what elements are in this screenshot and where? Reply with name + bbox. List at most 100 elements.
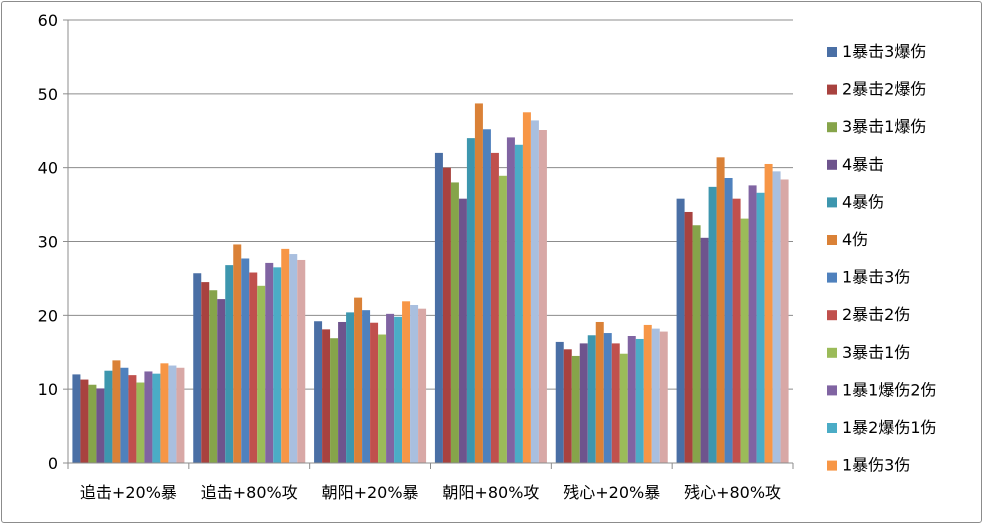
legend-swatch — [827, 385, 837, 396]
legend-swatch — [827, 159, 837, 170]
bar — [265, 262, 274, 463]
bar — [772, 171, 781, 463]
legend-swatch — [827, 235, 837, 245]
bar — [490, 152, 499, 463]
bar — [708, 186, 717, 463]
legend-label: 1暴击3爆伤 — [842, 42, 926, 61]
bar — [522, 112, 531, 464]
bar — [80, 379, 89, 463]
bar — [394, 316, 403, 463]
bar — [314, 321, 323, 463]
bar — [160, 363, 169, 463]
bar — [692, 225, 701, 463]
y-tick-label: 50 — [38, 85, 58, 104]
legend-swatch — [827, 310, 837, 321]
bar — [281, 248, 290, 463]
bar — [338, 321, 347, 463]
x-category-label: 残心+80%攻 — [684, 483, 781, 502]
bar — [273, 267, 282, 463]
bar — [410, 304, 419, 463]
bar — [538, 130, 547, 464]
bar — [442, 167, 451, 463]
bar — [732, 198, 741, 463]
bar — [684, 211, 693, 463]
bar — [434, 152, 443, 463]
legend: 1暴击3爆伤 2暴击2爆伤 3暴击1爆伤 4暴击 4暴伤 4伤 1暴击3伤 2暴击2伤 3暴击1… — [827, 42, 937, 475]
x-category-label: 残心+20%暴 — [563, 483, 660, 502]
bar — [362, 310, 371, 463]
bar — [700, 237, 709, 463]
bar — [128, 375, 137, 463]
legend-label: 4伤 — [842, 230, 868, 249]
x-category-label: 追击+20%暴 — [80, 483, 177, 502]
legend-swatch — [827, 47, 837, 57]
bar — [514, 144, 523, 464]
bar — [651, 328, 660, 463]
bar — [176, 367, 185, 463]
bar — [764, 163, 773, 463]
bar — [297, 259, 306, 463]
bar — [611, 343, 620, 463]
bar — [168, 365, 177, 463]
bar — [370, 322, 379, 463]
bar — [354, 297, 363, 463]
y-tick-label: 0 — [48, 454, 58, 473]
y-tick-label: 20 — [38, 306, 58, 325]
bar — [120, 367, 129, 463]
bar — [555, 341, 564, 463]
bar — [112, 360, 121, 463]
bar — [676, 198, 685, 463]
bar — [257, 285, 266, 463]
bar — [506, 137, 515, 463]
bar — [144, 371, 153, 463]
legend-label: 2暴击2伤 — [842, 305, 910, 324]
bar — [643, 324, 652, 463]
bar — [233, 244, 242, 463]
legend-label: 3暴击1爆伤 — [842, 117, 926, 136]
bar — [482, 129, 491, 464]
x-category-label: 朝阳+80%攻 — [442, 483, 539, 502]
bar — [217, 299, 226, 463]
bar — [716, 157, 725, 463]
bar — [579, 343, 588, 463]
bar — [635, 338, 644, 463]
bar — [458, 198, 467, 463]
bar — [386, 313, 395, 463]
bar — [659, 331, 668, 463]
bar — [474, 103, 483, 463]
bar — [619, 353, 628, 463]
bar — [88, 384, 97, 463]
legend-label: 2暴击2爆伤 — [842, 80, 926, 99]
bar — [563, 349, 572, 463]
bar — [225, 265, 234, 463]
bar — [450, 182, 459, 463]
bar — [571, 355, 580, 463]
legend-label: 1暴伤3伤 — [842, 456, 910, 475]
bar — [466, 138, 475, 463]
y-tick-label: 10 — [38, 380, 58, 399]
legend-swatch — [827, 122, 837, 133]
bar — [724, 178, 733, 463]
bar — [756, 192, 765, 463]
bar — [595, 321, 604, 463]
legend-swatch — [827, 423, 837, 433]
bar — [740, 218, 749, 463]
x-category-label: 朝阳+20%暴 — [322, 483, 419, 502]
bar — [378, 334, 387, 463]
bars — [72, 103, 789, 464]
bar — [418, 308, 427, 463]
legend-label: 4暴击 — [842, 155, 884, 174]
bar — [201, 282, 210, 463]
x-category-labels: 追击+20%暴 追击+80%攻 朝阳+20%暴 朝阳+80%攻 残心+20%暴 残心+80… — [80, 483, 781, 502]
legend-label: 1暴击3伤 — [842, 268, 910, 287]
bar — [72, 374, 81, 463]
bar — [330, 338, 339, 463]
bar — [627, 336, 636, 463]
legend-swatch — [827, 460, 837, 471]
y-tick-label: 60 — [38, 11, 58, 30]
bar — [136, 382, 145, 463]
legend-swatch — [827, 197, 837, 208]
bar — [152, 373, 161, 463]
y-tick-label: 40 — [38, 159, 58, 178]
